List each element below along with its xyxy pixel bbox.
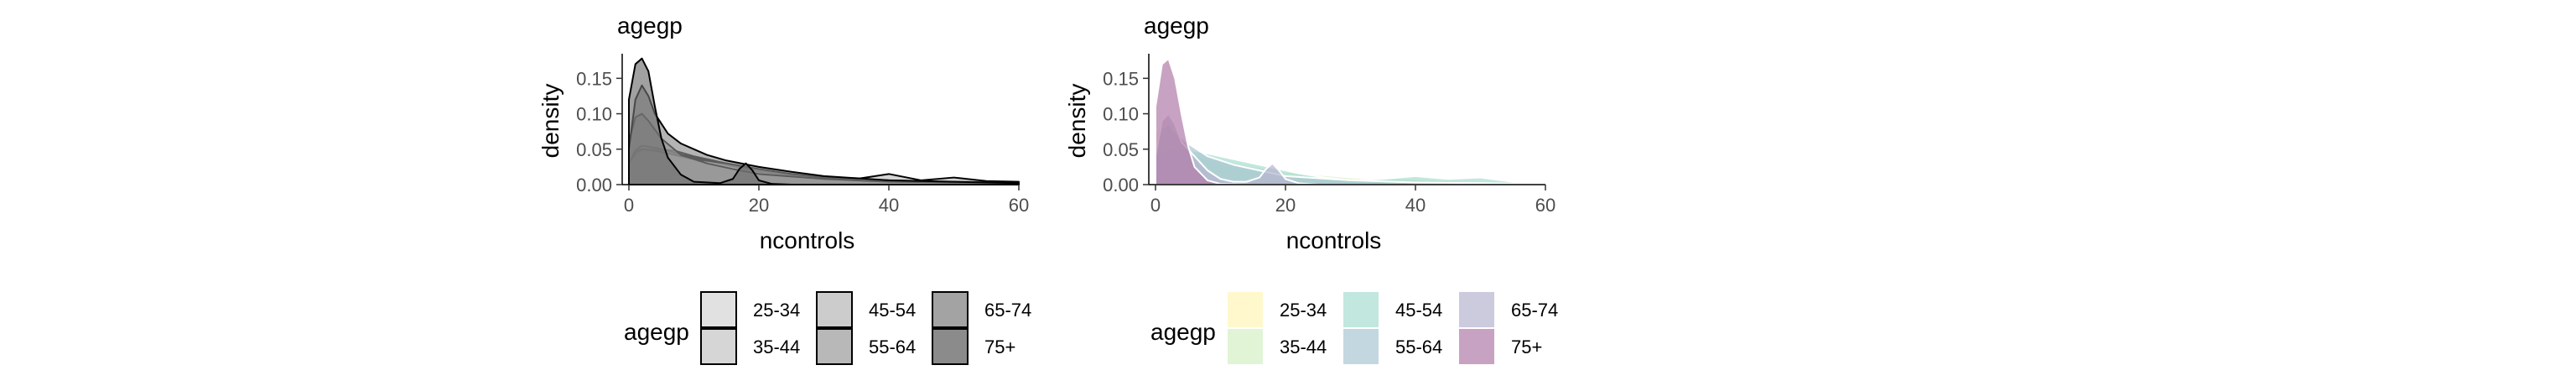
legend-key-25-34 [1228, 292, 1263, 327]
x-tick-label: 0 [624, 195, 634, 216]
legend-label-25-34: 25-34 [753, 300, 800, 321]
density-panel-2: agegp 0 20 40 60 0.00 0.05 0.10 0.15 ncontrols den… [1064, 13, 1558, 364]
y-tick-label: 0.10 [1103, 104, 1139, 125]
density-areas [1155, 57, 1546, 185]
y-tick-label: 0.00 [1103, 175, 1139, 196]
legend-label-65-74: 65-74 [1511, 300, 1558, 321]
legend-key-55-64 [1343, 329, 1379, 364]
legend-key-45-54 [816, 291, 853, 328]
legend-title: agegp [1150, 319, 1216, 345]
legend-label-55-64: 55-64 [869, 336, 916, 357]
legend-label-75+: 75+ [984, 336, 1015, 357]
y-tick-label: 0.05 [1103, 139, 1139, 160]
legend-key-35-44 [1228, 329, 1263, 364]
x-tick-label: 40 [879, 195, 899, 216]
legend-key-65-74 [1459, 292, 1494, 327]
legend-label-35-44: 35-44 [753, 336, 800, 357]
legend-key-25-34 [700, 291, 737, 328]
legend-title: agegp [624, 319, 689, 345]
legend-key-45-54 [1343, 292, 1379, 327]
legend-key-65-74 [932, 291, 969, 328]
x-tick-label: 60 [1009, 195, 1029, 216]
legend-key-75+ [1459, 329, 1494, 364]
density-area-65-74 [1155, 112, 1546, 185]
legend-label-75+: 75+ [1511, 336, 1542, 357]
y-tick-label: 0.15 [576, 68, 612, 89]
y-tick-label: 0.00 [576, 175, 612, 196]
x-tick-label: 20 [1275, 195, 1296, 216]
x-axis-label: ncontrols [1286, 227, 1382, 253]
legend-label-55-64: 55-64 [1395, 336, 1442, 357]
chart-title: agegp [617, 13, 683, 39]
legend-label-45-54: 45-54 [869, 300, 916, 321]
legend-key-35-44 [700, 328, 737, 365]
legend: agegp 25-34 35-44 45-54 55-64 65-74 75+ [1150, 292, 1558, 364]
legend-label-45-54: 45-54 [1395, 300, 1442, 321]
legend: agegp 25-34 35-44 45-54 55-64 65-74 75+ [624, 291, 1031, 365]
y-tick-label: 0.10 [576, 104, 612, 125]
x-tick-label: 40 [1405, 195, 1426, 216]
density-area-65-74 [628, 84, 1020, 185]
density-areas [628, 57, 1020, 185]
x-tick-label: 20 [749, 195, 769, 216]
legend-key-75+ [932, 328, 969, 365]
y-tick-label: 0.15 [1103, 68, 1139, 89]
legend-key-55-64 [816, 328, 853, 365]
legend-label-65-74: 65-74 [984, 300, 1031, 321]
x-axis-label: ncontrols [760, 227, 855, 253]
legend-label-35-44: 35-44 [1280, 336, 1327, 357]
y-axis-label: density [538, 84, 564, 159]
x-tick-label: 60 [1535, 195, 1555, 216]
chart-title: agegp [1144, 13, 1209, 39]
legend-label-25-34: 25-34 [1280, 300, 1327, 321]
y-axis-label: density [1064, 84, 1090, 159]
density-panel-1: agegp 0 20 40 60 0.00 0.05 0.10 0.15 ncontrols den… [538, 13, 1031, 365]
x-tick-label: 0 [1150, 195, 1161, 216]
y-tick-label: 0.05 [576, 139, 612, 160]
